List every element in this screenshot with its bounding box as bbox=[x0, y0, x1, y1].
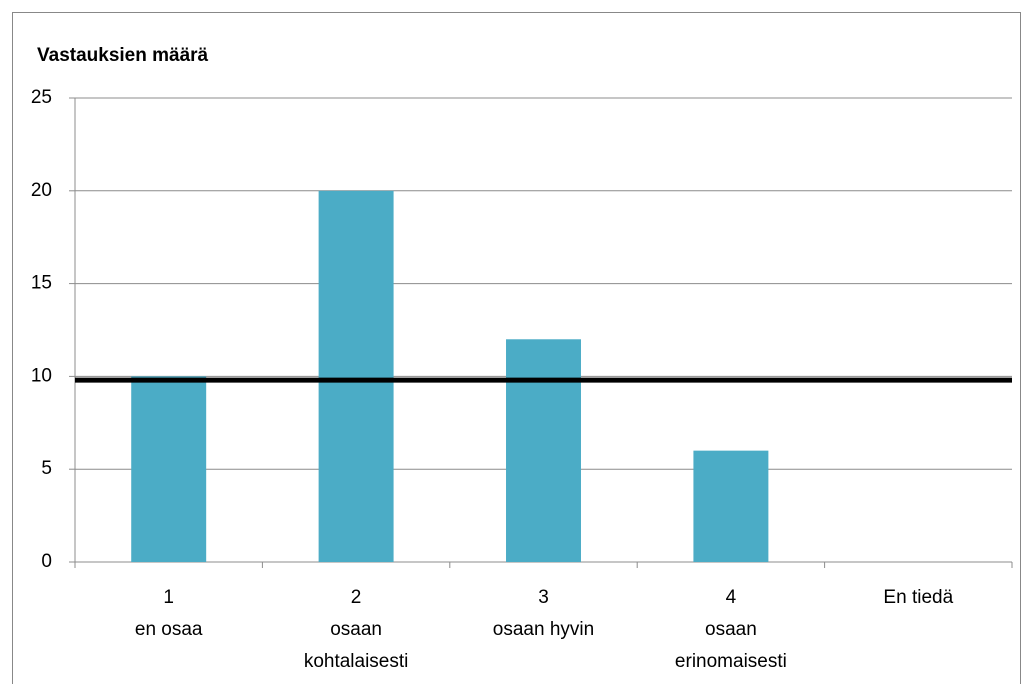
x-tick-label: 1 bbox=[163, 587, 174, 608]
y-tick-label: 5 bbox=[41, 458, 52, 479]
chart-title: Vastauksien määrä bbox=[37, 45, 209, 66]
y-tick-label: 0 bbox=[41, 551, 52, 572]
bar bbox=[318, 190, 394, 563]
x-tick-label: en osaa bbox=[135, 619, 203, 640]
x-tick-label: osaan bbox=[705, 619, 757, 640]
y-tick-label: 20 bbox=[31, 180, 52, 201]
chart-frame bbox=[12, 12, 1021, 684]
bar bbox=[506, 339, 581, 562]
x-tick-label: osaan bbox=[330, 619, 382, 640]
x-tick-label: 2 bbox=[351, 587, 362, 608]
x-tick-label: kohtalaisesti bbox=[304, 651, 409, 672]
x-tick-label: osaan hyvin bbox=[493, 619, 594, 640]
bar bbox=[693, 450, 769, 562]
bar bbox=[131, 376, 207, 562]
x-tick-label: 4 bbox=[726, 587, 737, 608]
y-tick-label: 15 bbox=[31, 273, 52, 294]
y-tick-label: 10 bbox=[31, 365, 52, 386]
y-tick-label: 25 bbox=[31, 87, 52, 108]
x-tick-label: erinomaisesti bbox=[675, 651, 787, 672]
x-tick-label: En tiedä bbox=[883, 587, 953, 608]
x-tick-label: 3 bbox=[538, 587, 549, 608]
